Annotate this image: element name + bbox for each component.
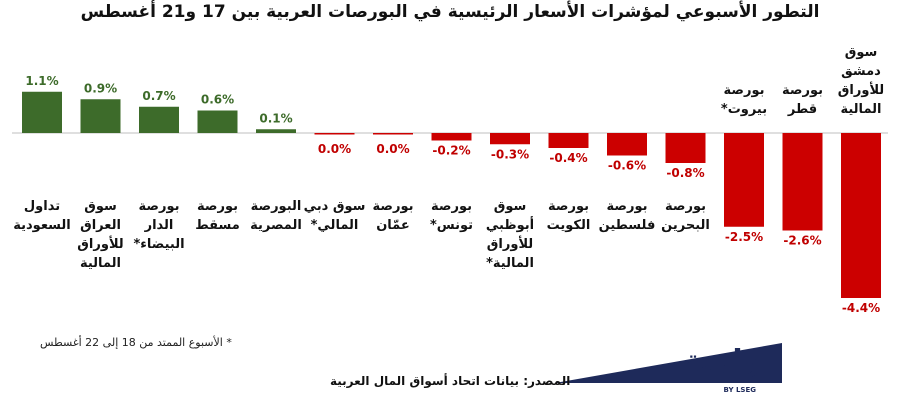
category-label: البورصة المصرية <box>250 199 302 233</box>
data-label: -0.8% <box>666 166 704 180</box>
category-label: بورصة الكويت <box>547 199 591 233</box>
data-label: -0.2% <box>432 144 470 158</box>
source-note: المصدر: بيانات اتحاد أسواق المال العربية <box>330 374 571 388</box>
category-label: سوق دبي المالي* <box>304 199 366 233</box>
bar <box>373 133 413 135</box>
category-label-line: سوق دبي <box>304 199 366 214</box>
bar <box>22 91 62 133</box>
category-label: بورصة الدار البيضاء* <box>133 199 184 252</box>
category-label-line: بورصة <box>665 199 706 214</box>
data-label: -0.3% <box>491 147 529 161</box>
category-label-line: بيروت* <box>721 102 767 117</box>
category-label-line: تداول <box>24 199 60 214</box>
category-label-line: بورصة <box>782 83 823 98</box>
category-label: سوق دمشق للأوراق المالية <box>838 45 884 117</box>
category-label: بورصة مسقط <box>195 199 240 233</box>
data-label: 1.1% <box>25 74 58 88</box>
category-label-line: الكويت <box>547 218 591 233</box>
data-label: 0.1% <box>259 111 292 125</box>
category-label-line: مسقط <box>195 218 240 233</box>
zawya-logo <box>555 343 782 383</box>
bar <box>431 133 472 141</box>
category-label-line: بورصة <box>607 199 648 214</box>
category-label-line: للأوراق <box>838 81 884 98</box>
category-label-line: تونس* <box>430 218 473 233</box>
category-label-line: للأوراق <box>487 235 533 252</box>
bar <box>80 99 121 133</box>
logo-subtitle: BY LSEG <box>723 386 757 394</box>
category-label-line: بورصة <box>373 199 414 214</box>
bar <box>782 133 823 231</box>
data-label: -2.5% <box>725 230 763 244</box>
bar <box>197 110 238 133</box>
category-label-line: بورصة <box>197 199 238 214</box>
bar <box>841 133 881 298</box>
category-label-line: بورصة <box>431 199 472 214</box>
category-label-line: سوق <box>494 199 527 214</box>
category-label-line: المالي* <box>311 218 359 233</box>
category-label: بورصة فلسطين <box>599 199 656 233</box>
category-label: بورصة قطر <box>782 83 823 117</box>
data-label: 0.6% <box>201 93 234 107</box>
category-label-line: العراق <box>80 218 121 233</box>
category-label-line: بورصة <box>139 199 180 214</box>
bar-chart: 1.1% تداول السعودية 0.9% سوق العراق للأوراق الم… <box>12 45 888 315</box>
category-label: بورصة عمّان <box>373 199 414 233</box>
category-label: سوق العراق للأوراق المالية <box>77 199 123 271</box>
category-label-line: سوق <box>84 199 117 214</box>
category-label-line: أبوظبي <box>486 216 534 233</box>
bar <box>548 133 589 148</box>
bar <box>139 106 179 133</box>
category-label: بورصة البحرين <box>661 199 710 233</box>
category-label-line: البورصة <box>251 199 302 214</box>
data-label: 0.7% <box>142 89 175 103</box>
category-label: تداول السعودية <box>13 199 71 233</box>
category-label-line: المالية* <box>486 256 534 271</box>
bar <box>665 133 706 163</box>
category-label-line: السعودية <box>13 218 71 233</box>
footnote: * الأسبوع الممتد من 18 إلى 22 أغسطس <box>40 336 232 349</box>
category-label-line: بورصة <box>724 83 765 98</box>
category-label-line: المصرية <box>250 218 302 233</box>
data-label: -0.6% <box>608 159 646 173</box>
category-label-line: البيضاء* <box>133 237 184 252</box>
category-label-line: المالية <box>80 256 121 271</box>
category-label-line: للأوراق <box>77 235 123 252</box>
category-label-line: سوق <box>845 45 878 60</box>
bar <box>490 133 530 145</box>
bar <box>314 133 355 135</box>
data-label: 0.0% <box>318 142 351 156</box>
data-label: -2.6% <box>783 234 821 248</box>
bar <box>724 133 764 227</box>
category-label-line: الدار <box>144 218 174 233</box>
category-label-line: المالية <box>840 102 881 117</box>
data-label: -0.4% <box>549 151 587 165</box>
category-label: بورصة تونس* <box>430 199 473 233</box>
logo-text: زاوية <box>684 344 760 379</box>
data-label: -4.4% <box>842 301 880 315</box>
category-label-line: دمشق <box>841 64 881 79</box>
category-label-line: بورصة <box>548 199 589 214</box>
category-label-line: قطر <box>787 102 817 117</box>
category-label-line: البحرين <box>661 218 710 233</box>
chart-title: التطور الأسبوعي لمؤشرات الأسعار الرئيسية… <box>80 2 820 22</box>
data-label: 0.0% <box>376 142 409 156</box>
bar <box>256 129 296 133</box>
category-label: سوق أبوظبي للأوراق المالية* <box>486 199 534 271</box>
logo-triangle-shape <box>555 343 782 383</box>
category-label-line: عمّان <box>376 218 410 233</box>
data-label: 0.9% <box>84 81 117 95</box>
category-label-line: فلسطين <box>599 218 656 233</box>
category-label: بورصة بيروت* <box>721 83 767 117</box>
bar <box>607 133 647 156</box>
